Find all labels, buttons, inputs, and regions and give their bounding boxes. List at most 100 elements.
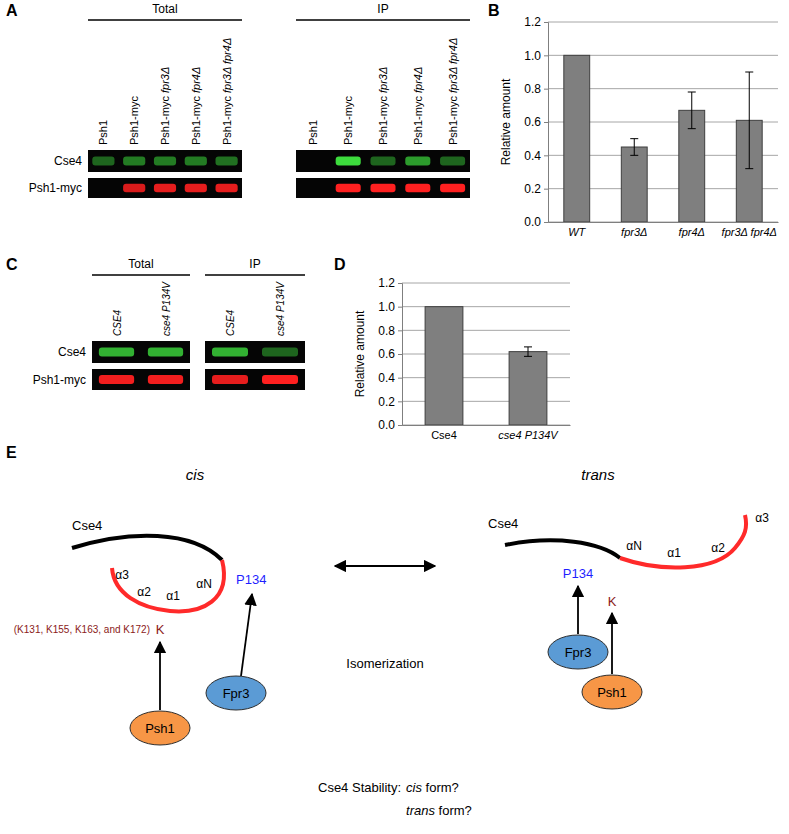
y-tick-label: 0.8 — [378, 324, 395, 338]
y-tick: 0.0 — [524, 215, 548, 229]
lane-label: cse4 P134V — [275, 281, 286, 336]
blot-header: IP — [249, 257, 260, 271]
header-rule — [205, 274, 305, 276]
x-axis-line — [403, 425, 571, 426]
band — [123, 156, 145, 165]
lane-label-part: fpr4Δ — [412, 67, 424, 96]
y-tick-mark — [544, 55, 548, 56]
lane-label-part: fpr4Δ — [190, 67, 202, 96]
y-tick-label: 1.2 — [524, 15, 541, 29]
option-part: form? — [422, 780, 459, 795]
x-tick: fpr4Δ — [679, 222, 705, 238]
band — [99, 347, 134, 356]
arrow — [335, 565, 435, 567]
x-axis-line — [549, 222, 779, 223]
band — [336, 184, 361, 192]
band — [405, 184, 430, 192]
error-cap — [745, 168, 753, 169]
lane-label-part: Psh1-myc — [128, 96, 140, 145]
lane-label-part: P134V — [161, 281, 172, 315]
lane-label-part: CSE4 — [225, 309, 236, 336]
lane-label: CSE4 — [112, 309, 123, 336]
blot-background — [205, 341, 305, 363]
error-stem — [749, 72, 750, 169]
y-tick-mark — [544, 22, 548, 23]
enzyme-label: Fpr3 — [223, 686, 250, 701]
band — [154, 184, 176, 192]
arrow-label: Isomerization — [346, 656, 423, 671]
y-axis: 0.00.20.40.60.81.01.2 — [378, 276, 402, 432]
y-tick-label: 0.8 — [524, 82, 541, 96]
y-tick-mark — [398, 330, 402, 331]
bar — [621, 147, 647, 222]
y-axis-line — [398, 284, 403, 426]
y-tick-mark — [544, 189, 548, 190]
arrow — [577, 586, 579, 634]
bar-chart: 0.00.20.40.60.81.01.2WTfpr3Δfpr4Δfpr3Δ f… — [499, 15, 779, 237]
arrow — [159, 642, 161, 710]
lane-label-part: Psh1-myc — [159, 96, 171, 145]
band — [440, 156, 465, 165]
panel-label: D — [334, 256, 346, 273]
header-rule — [88, 19, 242, 21]
lane-label-part: fpr3Δ — [377, 67, 389, 96]
proline-label: P134 — [236, 572, 266, 587]
protein-body — [72, 536, 222, 560]
band — [185, 184, 207, 192]
x-tick: WT — [568, 222, 586, 238]
figure: ABCDETotalPsh1Psh1-mycPsh1-myc fpr3ΔPsh1… — [0, 0, 789, 834]
lane-label-part: P134V — [275, 281, 286, 315]
x-tick-label: cse4 P134V — [498, 429, 559, 441]
arrow — [611, 613, 613, 674]
x-axis: Cse4 cse4 P134V — [403, 425, 571, 441]
lane-label: Psh1-myc fpr3Δ — [377, 67, 389, 145]
protein-body — [505, 540, 620, 558]
bar-chart: 0.00.20.40.60.81.01.2Cse4cse4 P134VRelat… — [353, 276, 571, 440]
y-tick: 0.4 — [378, 371, 402, 385]
helix-label: α2 — [137, 585, 151, 599]
y-tick: 0.4 — [524, 149, 548, 163]
y-axis-title: Relative amount — [353, 310, 367, 397]
y-tick-label: 0.0 — [524, 215, 541, 229]
y-axis-line — [544, 23, 549, 223]
panel-label: A — [6, 2, 18, 19]
blot-background — [88, 178, 242, 198]
band — [370, 184, 395, 192]
band — [185, 156, 207, 165]
option-part: cis — [406, 780, 422, 795]
band — [99, 375, 134, 384]
y-tick-mark — [398, 378, 402, 379]
band — [336, 156, 361, 165]
y-axis-title: Relative amount — [499, 78, 513, 165]
x-tick-label: Cse4 — [431, 429, 457, 441]
blot-header: Total — [152, 2, 177, 16]
y-tick-mark — [398, 307, 402, 308]
error-cap — [688, 92, 696, 93]
band — [216, 184, 238, 192]
c-terminal-tail — [620, 515, 746, 567]
band — [262, 347, 298, 356]
band — [405, 156, 430, 165]
state-title: trans — [581, 466, 615, 483]
lysine-label: K — [156, 622, 165, 637]
y-tick-mark — [398, 354, 402, 355]
lane-label: Psh1-myc — [342, 96, 354, 145]
y-tick-label: 0.2 — [524, 182, 541, 196]
helix-label: α3 — [755, 511, 769, 525]
helix-label: αN — [196, 577, 212, 591]
y-tick-label: 0.6 — [524, 115, 541, 129]
enzyme — [206, 676, 266, 710]
enzyme — [582, 675, 642, 709]
proline-label: P134 — [563, 566, 593, 581]
panel-label: C — [6, 256, 18, 273]
state-title: cis — [186, 466, 205, 483]
y-tick-label: 1.0 — [524, 49, 541, 63]
lysine-label: K — [608, 594, 617, 609]
lane-label-part: Psh1-myc — [377, 96, 389, 145]
blot: TotalPsh1Psh1-mycPsh1-myc fpr3ΔPsh1-myc … — [29, 2, 470, 198]
plot-area — [425, 307, 547, 425]
y-tick-label: 0.2 — [378, 395, 395, 409]
y-tick-mark — [544, 222, 548, 223]
y-tick-mark — [398, 283, 402, 284]
error-cap — [630, 155, 638, 156]
